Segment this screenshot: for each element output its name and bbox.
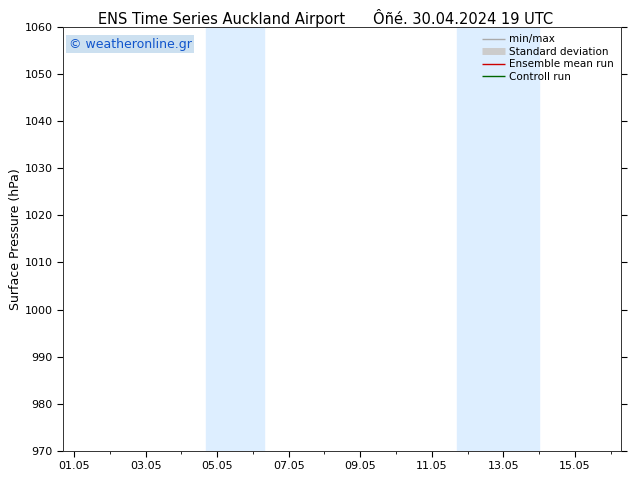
Legend: min/max, Standard deviation, Ensemble mean run, Controll run: min/max, Standard deviation, Ensemble me… <box>480 32 616 84</box>
Text: ENS Time Series Auckland Airport: ENS Time Series Auckland Airport <box>98 12 346 27</box>
Y-axis label: Surface Pressure (hPa): Surface Pressure (hPa) <box>9 168 22 310</box>
Bar <box>457 27 539 451</box>
Bar <box>207 27 264 451</box>
Text: Ôñé. 30.04.2024 19 UTC: Ôñé. 30.04.2024 19 UTC <box>373 12 553 27</box>
Text: © weatheronline.gr: © weatheronline.gr <box>69 38 192 50</box>
